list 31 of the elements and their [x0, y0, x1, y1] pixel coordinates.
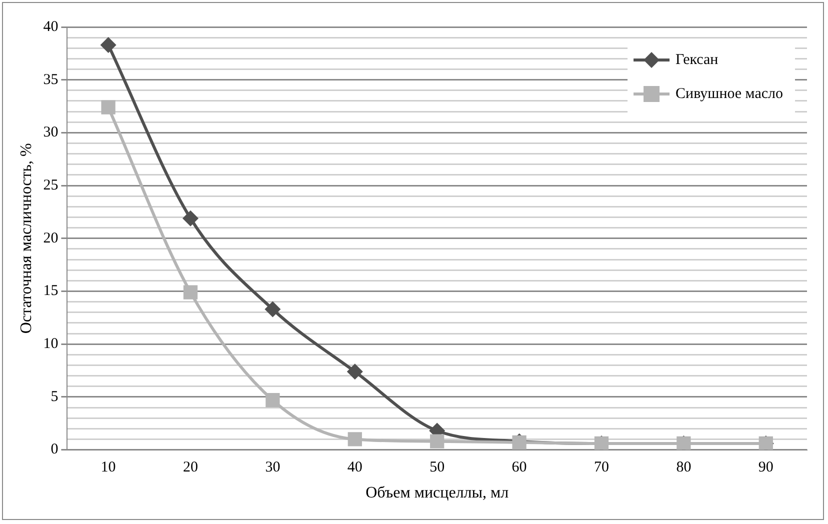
point — [183, 285, 198, 300]
x-tick-label: 20 — [183, 460, 198, 476]
x-tick-label: 10 — [100, 460, 116, 476]
point — [101, 100, 116, 114]
point — [266, 393, 280, 408]
x-tick-label: 30 — [265, 460, 280, 476]
y-tick-label: 15 — [43, 283, 58, 300]
y-tick-label: 5 — [50, 388, 58, 405]
point — [182, 210, 198, 226]
x-tick-label: 60 — [512, 460, 527, 476]
point — [430, 434, 444, 448]
legend-label: Гексан — [676, 52, 718, 68]
point — [346, 364, 363, 380]
point — [264, 301, 281, 318]
y-tick-label: 30 — [43, 124, 58, 141]
point — [348, 432, 362, 446]
legend-label: Сивушное масло — [676, 86, 784, 102]
y-axis-title: Остаточная масличность, % — [18, 143, 35, 334]
y-tick-label: 40 — [43, 18, 58, 35]
y-tick-label: 35 — [43, 72, 58, 88]
x-tick-label: 70 — [594, 460, 609, 476]
y-tick-label: 10 — [43, 336, 58, 352]
x-tick-label: 80 — [676, 460, 692, 476]
y-tick-label: 25 — [43, 177, 58, 194]
x-tick-label: 40 — [347, 460, 362, 476]
x-axis-title: Объем мисцеллы, мл — [366, 484, 509, 502]
x-tick-label: 90 — [758, 460, 774, 476]
x-tick-label: 50 — [430, 460, 445, 476]
y-tick-label: 20 — [43, 230, 58, 246]
point — [100, 36, 116, 53]
y-tick-label: 0 — [50, 442, 58, 458]
